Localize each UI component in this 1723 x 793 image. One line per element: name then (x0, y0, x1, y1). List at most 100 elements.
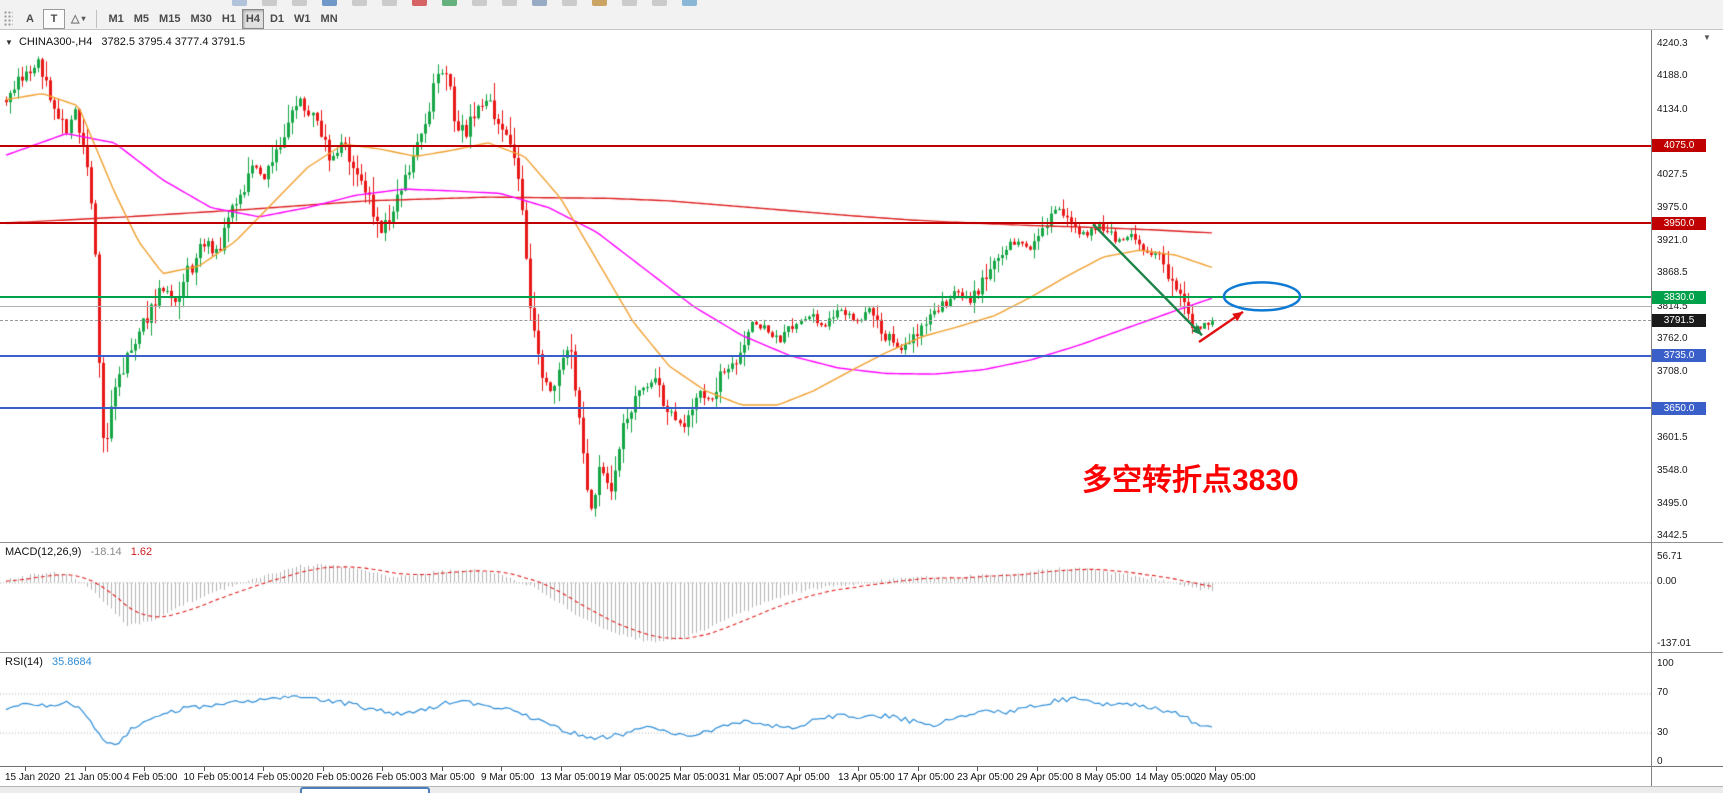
time-axis-tick (25, 767, 26, 771)
rsi-panel[interactable]: RSI(14) 35.8684 100 70 30 0 (0, 652, 1723, 766)
time-axis-tick (203, 767, 205, 771)
price-axis-label: 3814.5 (1657, 300, 1688, 312)
toolbar-icon-fragment[interactable] (322, 0, 337, 6)
toolbar-icon-fragment[interactable] (472, 0, 487, 6)
price-chart-canvas[interactable] (0, 30, 1651, 542)
time-axis-label: 26 Feb 05:00 (362, 772, 421, 783)
level-price-badge: 4075.0 (1652, 139, 1706, 153)
macd-main-value: -18.14 (90, 546, 122, 558)
toolbar-icon-fragment[interactable] (532, 0, 547, 6)
time-axis[interactable]: 15 Jan 2020 21 Jan 05:00 4 Feb 05:00 10 Feb… (0, 766, 1723, 786)
level-price-badge: 3650.0 (1652, 401, 1706, 415)
price-axis-label: 3708.0 (1657, 366, 1688, 378)
timeframe-button-m1[interactable]: M1 (108, 12, 124, 25)
price-chart-panel[interactable]: ▼ CHINA300-,H4 3782.5 3795.4 3777.4 3791… (0, 30, 1723, 542)
toolbar-icon-fragment[interactable] (652, 0, 667, 6)
time-axis-tick (977, 767, 978, 771)
time-axis-tick (322, 767, 324, 771)
timeframe-button-d1[interactable]: D1 (269, 12, 285, 25)
timeframe-button-mn[interactable]: MN (320, 12, 338, 25)
time-axis-tick (1096, 767, 1097, 771)
rsi-value: 35.8684 (51, 656, 92, 668)
axis-border-line (1651, 30, 1652, 786)
toolbar-icon-fragment[interactable] (622, 0, 637, 6)
time-axis-label: 25 Mar 05:00 (659, 772, 719, 783)
time-axis-label: 31 Mar 05:00 (719, 772, 778, 783)
time-axis-tick (620, 767, 621, 771)
toolbar-drag-handle-icon[interactable] (4, 10, 13, 27)
time-axis-tick (441, 767, 443, 771)
macd-label: MACD(12,26,9) (5, 546, 82, 558)
chart-ohlc-values: 3782.5 3795.4 3777.4 3791.5 (101, 36, 246, 48)
toolbar-icon-fragment[interactable] (352, 0, 367, 6)
price-axis-label: 3975.0 (1657, 201, 1688, 213)
time-axis-label: 14 May 05:00 (1135, 772, 1197, 783)
rsi-axis-label: 70 (1657, 687, 1669, 699)
level-price-badge: 3950.0 (1652, 216, 1706, 230)
time-axis-label: 17 Apr 05:00 (897, 772, 955, 783)
time-axis-label: 4 Feb 05:00 (124, 772, 178, 783)
price-axis-label: 3868.5 (1657, 267, 1688, 279)
price-axis-label: 4134.0 (1657, 103, 1688, 115)
time-axis-tick (1036, 767, 1038, 771)
price-axis-label: 4240.3 (1657, 38, 1688, 49)
toolbar: A T △ ▾ M1 M5 M15 M30 H1 H4 D1 W1 MN (0, 0, 1723, 30)
rsi-axis-label: 30 (1657, 726, 1669, 738)
price-axis-label: 3601.5 (1657, 431, 1688, 443)
macd-axis-label: 0.00 (1657, 576, 1677, 588)
chart-shift-icon[interactable]: ▼ (1703, 33, 1711, 42)
time-axis-label: 20 Feb 05:00 (302, 772, 362, 783)
toolbar-icon-fragment[interactable] (412, 0, 427, 6)
toolbar-icon-fragment[interactable] (502, 0, 517, 6)
time-axis-tick (382, 767, 383, 771)
time-axis-label: 14 Feb 05:00 (243, 772, 302, 783)
macd-signal-value: 1.62 (130, 546, 153, 558)
text-tool-label: T (50, 12, 58, 25)
toolbar-icon-fragment[interactable] (592, 0, 607, 6)
toolbar-icon-fragment[interactable] (682, 0, 697, 6)
toolbar-icon-fragment[interactable] (562, 0, 577, 6)
time-axis-tick (739, 767, 740, 771)
rsi-canvas[interactable] (0, 653, 1651, 766)
price-axis-label: 3442.5 (1657, 530, 1688, 541)
chevron-down-icon: ▾ (81, 14, 86, 23)
chart-symbol-period: CHINA300-,H4 (18, 36, 93, 48)
timeframe-button-m5[interactable]: M5 (133, 12, 150, 25)
toolbar-icon-fragment[interactable] (292, 0, 307, 6)
macd-axis-label: -137.01 (1657, 638, 1691, 649)
toolbar-icon-fragment[interactable] (232, 0, 247, 6)
time-axis-tick (263, 767, 264, 771)
timeframe-button-h4[interactable]: H4 (241, 8, 264, 29)
toolbar-icon-fragment[interactable] (442, 0, 457, 6)
time-axis-label: 20 May 05:00 (1195, 772, 1256, 783)
collapse-triangle-icon[interactable]: ▼ (5, 38, 13, 47)
toolbar-icon-fragment[interactable] (262, 0, 277, 6)
rsi-header: RSI(14) 35.8684 (5, 656, 92, 668)
macd-canvas[interactable] (0, 543, 1651, 652)
time-axis-label: 13 Mar 05:00 (540, 772, 600, 783)
rsi-axis-label: 100 (1657, 658, 1674, 669)
timeframe-button-h1[interactable]: H1 (221, 12, 236, 25)
timeframe-button-m30[interactable]: M30 (190, 12, 212, 25)
price-axis-label: 4188.0 (1657, 70, 1688, 82)
level-price-badge: 3830.0 (1652, 290, 1706, 304)
arrow-tool-button[interactable]: A (19, 9, 41, 29)
bottom-tab[interactable] (300, 787, 430, 793)
timeframe-button-m15[interactable]: M15 (159, 12, 181, 25)
macd-panel[interactable]: MACD(12,26,9) -18.14 1.62 56.71 0.00 -137.… (0, 542, 1723, 652)
timeframe-button-w1[interactable]: W1 (294, 12, 311, 25)
time-axis-label: 29 Apr 05:00 (1016, 772, 1074, 783)
macd-axis-label: 56.71 (1657, 551, 1683, 562)
annotation-text[interactable]: 多空转折点3830 (1082, 464, 1299, 497)
arrow-tool-label: A (26, 12, 34, 25)
time-axis-label: 15 Jan 2020 (5, 772, 61, 783)
time-axis-label: 7 Apr 05:00 (778, 772, 830, 783)
toolbar-icon-fragment[interactable] (382, 0, 397, 6)
shapes-tool-button[interactable]: △ ▾ (67, 9, 89, 29)
upper-toolbar-cut-row (0, 0, 1723, 7)
text-tool-button[interactable]: T (43, 8, 65, 29)
bottom-window-strip (0, 786, 1723, 793)
shapes-icon: △ (71, 13, 80, 25)
time-axis-label: 23 Apr 05:00 (957, 772, 1014, 783)
